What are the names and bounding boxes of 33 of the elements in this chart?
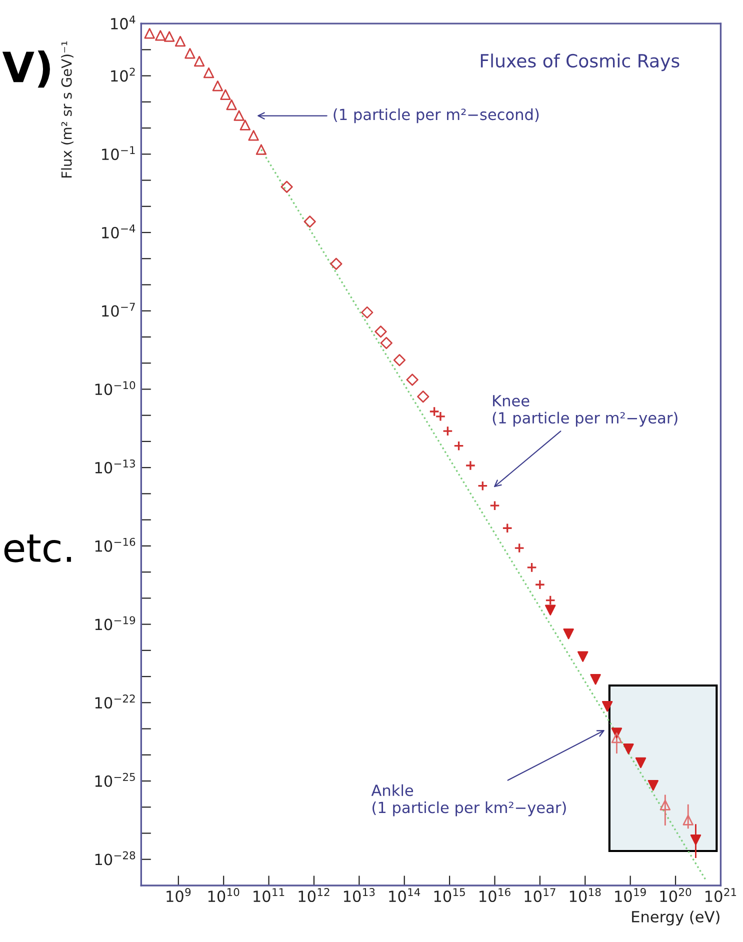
y-tick-label: 10$^{−4}$ bbox=[102, 224, 136, 238]
y-tick-label: 10$^{−25}$ bbox=[95, 772, 135, 787]
x-tick-label: 10$^{14}$ bbox=[389, 888, 420, 902]
x-tick-label: 10$^{17}$ bbox=[524, 888, 556, 902]
y-tick-label: 10$^{−13}$ bbox=[95, 459, 135, 474]
y-tick-label: 10$^{−28}$ bbox=[95, 851, 136, 866]
x-tick-label: 10$^{11}$ bbox=[254, 888, 284, 902]
text: etc. bbox=[4, 534, 71, 562]
y-tick-label: 10$^{2}$ bbox=[111, 68, 135, 82]
x-tick-label: 10$^{9}$ bbox=[166, 888, 191, 902]
x-tick-label: 10$^{12}$ bbox=[298, 888, 330, 902]
x-tick-label: 10$^{21}$ bbox=[706, 888, 736, 902]
y-tick-label: 10$^{−22}$ bbox=[95, 694, 135, 709]
annotation: Ankle (1 particle per km²−year) bbox=[371, 784, 566, 816]
y-tick-label: 10$^{4}$ bbox=[111, 16, 136, 30]
x-tick-label: 10$^{10}$ bbox=[208, 888, 240, 902]
y-tick-label: 10$^{−7}$ bbox=[102, 302, 135, 317]
y-tick-label: 10$^{−16}$ bbox=[95, 538, 136, 552]
x-tick-label: 10$^{13}$ bbox=[344, 888, 375, 902]
y-tick-label: 10$^{−19}$ bbox=[95, 616, 136, 630]
y-tick-label: 10$^{−10}$ bbox=[95, 381, 136, 396]
x-tick-label: 10$^{16}$ bbox=[480, 888, 510, 902]
y-tick-label: 10$^{−1}$ bbox=[102, 146, 135, 160]
x-tick-label: 10$^{15}$ bbox=[434, 888, 465, 902]
text: V) bbox=[2, 50, 50, 88]
annotation: (1 particle per m²−second) bbox=[334, 108, 539, 124]
x-tick-label: 10$^{20}$ bbox=[660, 888, 692, 902]
y-axis-title: Flux (m² sr s GeV)⁻¹ bbox=[61, 41, 74, 178]
x-tick-label: 10$^{18}$ bbox=[570, 888, 601, 902]
x-tick-label: 10$^{19}$ bbox=[615, 888, 646, 902]
x-axis-title: Energy (eV) bbox=[632, 910, 720, 926]
text: Fluxes of Cosmic Rays bbox=[480, 54, 680, 72]
annotation: Knee (1 particle per m²−year) bbox=[492, 395, 678, 427]
